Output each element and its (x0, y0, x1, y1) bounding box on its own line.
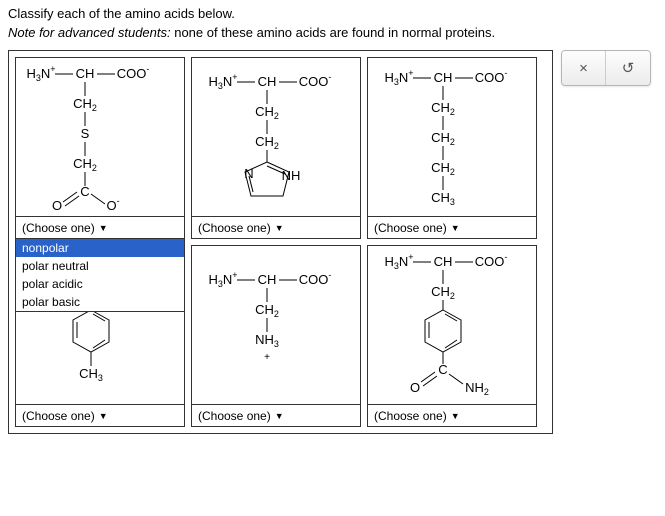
svg-text:CH3: CH3 (79, 366, 103, 383)
option-nonpolar[interactable]: nonpolar (16, 239, 184, 257)
note-rest: none of these amino acids are found in n… (171, 25, 495, 40)
note-prefix: Note for advanced students: (8, 25, 171, 40)
dropdown-3-label: (Choose one) (374, 221, 447, 235)
svg-text:H3N+: H3N+ (384, 68, 413, 87)
svg-text:COO-: COO- (117, 64, 150, 81)
option-polar-basic[interactable]: polar basic (16, 293, 184, 311)
svg-text:CH2: CH2 (255, 302, 279, 319)
amino-acid-cell-3: H3N+ CH COO- CH2 CH2 CH2 C (367, 57, 537, 239)
structure-6: H3N+ CH COO- CH2 (368, 246, 536, 404)
option-polar-neutral[interactable]: polar neutral (16, 257, 184, 275)
dropdown-6[interactable]: (Choose one) ▼ (368, 404, 536, 426)
svg-text:H3N+: H3N+ (208, 270, 237, 289)
note-text: Note for advanced students: none of thes… (8, 25, 657, 40)
reset-icon: ↺ (622, 59, 635, 77)
svg-text:O-: O- (106, 196, 119, 212)
dropdown-1-options: nonpolar polar neutral polar acidic pola… (15, 238, 185, 312)
svg-text:CH2: CH2 (431, 160, 455, 177)
chevron-down-icon: ▼ (451, 411, 460, 421)
dropdown-5[interactable]: (Choose one) ▼ (192, 404, 360, 426)
svg-text:CH: CH (258, 272, 277, 287)
close-button[interactable]: × (562, 51, 606, 85)
svg-text:+: + (264, 352, 270, 363)
main-row: H3N+ CH COO- CH2 S CH2 C (8, 50, 657, 434)
svg-text:O: O (410, 380, 420, 395)
svg-text:C: C (80, 184, 89, 199)
structure-3: H3N+ CH COO- CH2 CH2 CH2 C (368, 58, 536, 216)
structure-5: H3N+ CH COO- CH2 NH3 + (192, 246, 360, 404)
question-box: H3N+ CH COO- CH2 S CH2 C (8, 50, 553, 434)
svg-text:CH: CH (258, 74, 277, 89)
instructions-text: Classify each of the amino acids below. (8, 6, 657, 21)
svg-text:O: O (52, 198, 62, 212)
structure-2: H3N+ CH COO- CH2 CH2 (192, 58, 360, 216)
svg-text:H3N+: H3N+ (384, 252, 413, 271)
svg-text:COO-: COO- (475, 68, 508, 85)
dropdown-5-label: (Choose one) (198, 409, 271, 423)
svg-text:CH2: CH2 (73, 96, 97, 113)
svg-text:S: S (81, 126, 90, 141)
dropdown-1-label: (Choose one) (22, 221, 95, 235)
svg-text:COO-: COO- (475, 252, 508, 269)
dropdown-1[interactable]: (Choose one)▼ nonpolar polar neutral pol… (16, 216, 184, 238)
svg-text:H3N+: H3N+ (26, 64, 55, 83)
close-icon: × (579, 60, 588, 77)
svg-text:NH: NH (282, 168, 301, 183)
amino-acid-cell-5: H3N+ CH COO- CH2 NH3 + (191, 245, 361, 427)
svg-text:COO-: COO- (299, 270, 332, 287)
chevron-down-icon: ▼ (99, 411, 108, 421)
chevron-down-icon: ▼ (275, 223, 284, 233)
svg-text:CH2: CH2 (255, 134, 279, 151)
svg-text:CH2: CH2 (255, 104, 279, 121)
structure-1: H3N+ CH COO- CH2 S CH2 C (16, 58, 184, 216)
svg-text:CH: CH (76, 66, 95, 81)
dropdown-4[interactable]: (Choose one) ▼ (16, 404, 184, 426)
chevron-down-icon: ▼ (275, 411, 284, 421)
option-polar-acidic[interactable]: polar acidic (16, 275, 184, 293)
svg-text:CH2: CH2 (73, 156, 97, 173)
svg-text:CH2: CH2 (431, 284, 455, 301)
side-buttons: × ↺ (561, 50, 651, 86)
amino-acid-grid: H3N+ CH COO- CH2 S CH2 C (15, 57, 546, 427)
svg-text:CH: CH (434, 254, 453, 269)
chevron-down-icon: ▼ (451, 223, 460, 233)
reset-button[interactable]: ↺ (606, 51, 650, 85)
amino-acid-cell-1: H3N+ CH COO- CH2 S CH2 C (15, 57, 185, 239)
svg-text:N: N (244, 166, 253, 181)
svg-text:NH2: NH2 (465, 380, 489, 397)
svg-text:H3N+: H3N+ (208, 72, 237, 91)
dropdown-2-label: (Choose one) (198, 221, 271, 235)
svg-text:CH2: CH2 (431, 130, 455, 147)
dropdown-6-label: (Choose one) (374, 409, 447, 423)
amino-acid-cell-2: H3N+ CH COO- CH2 CH2 (191, 57, 361, 239)
svg-text:C: C (438, 362, 447, 377)
dropdown-3[interactable]: (Choose one) ▼ (368, 216, 536, 238)
svg-text:COO-: COO- (299, 72, 332, 89)
amino-acid-cell-6: H3N+ CH COO- CH2 (367, 245, 537, 427)
control-button-group: × ↺ (561, 50, 651, 86)
svg-text:CH3: CH3 (431, 190, 455, 207)
svg-text:NH3: NH3 (255, 332, 279, 349)
svg-text:CH2: CH2 (431, 100, 455, 117)
dropdown-4-label: (Choose one) (22, 409, 95, 423)
dropdown-2[interactable]: (Choose one) ▼ (192, 216, 360, 238)
chevron-down-icon: ▼ (99, 223, 108, 233)
svg-text:CH: CH (434, 70, 453, 85)
